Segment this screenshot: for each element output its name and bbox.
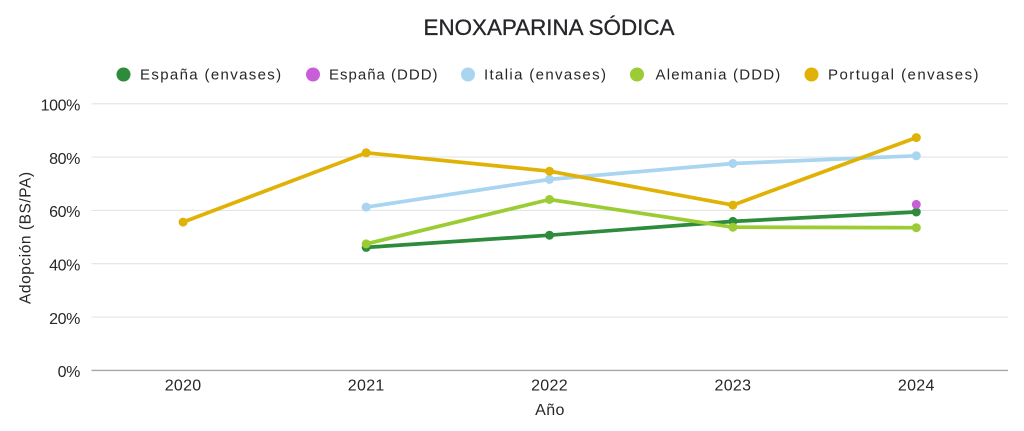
- svg-text:2020: 2020: [165, 378, 202, 395]
- svg-text:Italia (envases): Italia (envases): [484, 66, 607, 83]
- svg-text:Año: Año: [535, 402, 565, 419]
- svg-text:Adopción (BS/PA): Adopción (BS/PA): [18, 171, 35, 304]
- svg-text:ENOXAPARINA SÓDICA: ENOXAPARINA SÓDICA: [424, 15, 675, 40]
- svg-text:Portugal (envases): Portugal (envases): [828, 66, 980, 83]
- svg-text:2021: 2021: [348, 378, 385, 395]
- svg-text:100%: 100%: [41, 98, 80, 115]
- svg-text:80%: 80%: [49, 151, 80, 168]
- svg-text:2024: 2024: [898, 378, 935, 395]
- svg-text:2023: 2023: [715, 378, 752, 395]
- svg-text:Alemania (DDD): Alemania (DDD): [656, 66, 782, 83]
- svg-text:0%: 0%: [58, 364, 80, 381]
- svg-text:40%: 40%: [49, 258, 80, 275]
- svg-text:20%: 20%: [49, 311, 80, 328]
- svg-text:60%: 60%: [49, 204, 80, 221]
- svg-text:España (envases): España (envases): [140, 66, 283, 83]
- svg-text:España (DDD): España (DDD): [329, 66, 439, 83]
- svg-text:2022: 2022: [531, 378, 568, 395]
